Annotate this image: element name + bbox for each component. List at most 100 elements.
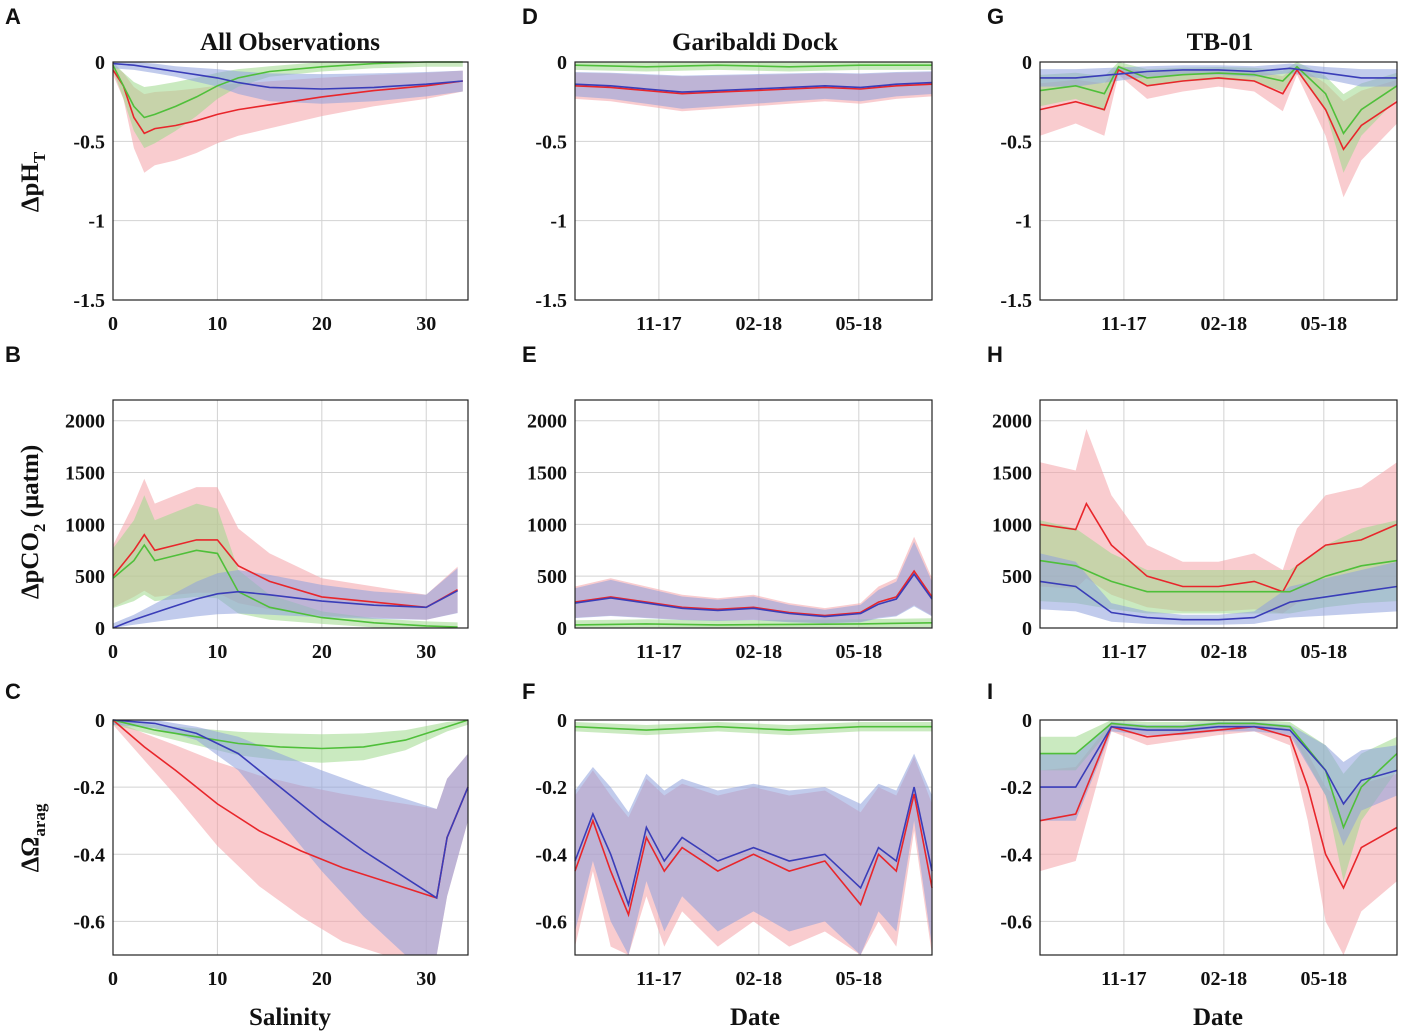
series-blue-b	[112, 589, 458, 629]
band-blue-e	[575, 541, 932, 624]
series-blue-e	[574, 572, 933, 618]
xlabel-salinity: Salinity	[249, 1004, 331, 1031]
band-red-g	[1040, 65, 1397, 198]
series-blue-c	[112, 719, 469, 900]
band-blue-g	[1040, 63, 1397, 87]
series-red-e	[574, 569, 933, 617]
series-blue-f	[574, 786, 933, 908]
series-blue-h	[1039, 580, 1398, 621]
column-title-tb-01: TB-01	[1187, 29, 1254, 56]
ytick-label: 500	[1002, 566, 1032, 588]
ytick-label: -0.4	[535, 844, 567, 866]
xtick-label: 0	[108, 641, 118, 663]
column-title-garibaldi-dock: Garibaldi Dock	[672, 29, 838, 56]
band-red-i	[1040, 722, 1397, 955]
ylabel-delta-pco2-sub: 2	[30, 524, 49, 533]
series-green-f	[574, 725, 932, 731]
panel-letter-a: A	[5, 4, 21, 29]
series-blue-g	[1040, 67, 1397, 79]
xtick-label: 11-17	[636, 313, 682, 335]
ytick-label: -0.4	[73, 844, 105, 866]
ytick-label: 1500	[992, 463, 1032, 485]
xtick-label: 11-17	[1101, 313, 1147, 335]
xtick-label: 20	[312, 641, 332, 663]
ytick-label: 0	[1022, 52, 1032, 74]
ylabel-delta-omega-sub: arag	[30, 803, 49, 837]
ytick-label: 500	[537, 566, 567, 588]
ytick-label: -1.5	[535, 290, 567, 312]
series-green-a	[112, 61, 463, 119]
series-red-g	[1039, 68, 1398, 151]
xtick-label: 05-18	[835, 641, 882, 663]
ylabel-delta-pco2-unit: (μatm)	[17, 445, 44, 524]
ytick-label: -0.6	[535, 911, 567, 933]
xtick-label: 11-17	[1101, 641, 1147, 663]
xtick-label: 02-18	[736, 641, 783, 663]
ylabel-delta-ph: ΔpHT	[17, 151, 49, 212]
xtick-label: 02-18	[736, 968, 783, 990]
band-blue-a	[113, 62, 463, 104]
band-blue-h	[1040, 553, 1397, 625]
panel-g: 0 -0.5 -1 -1.5 11-17 02-18 05-18	[1000, 52, 1398, 335]
panel-c: 0 -0.2 -0.4 -0.6 0 10 20 30	[73, 710, 469, 990]
xtick-label: 0	[108, 968, 118, 990]
axes-frame	[1039, 61, 1398, 301]
series-red-a	[112, 69, 463, 135]
panel-f: 0 -0.2 -0.4 -0.6 11-17 02-18 05-18	[535, 710, 933, 990]
column-title-all-observations: All Observations	[200, 29, 380, 56]
panel-letter-e: E	[522, 342, 537, 367]
ytick-label: -1	[88, 211, 105, 233]
band-blue-b	[113, 568, 458, 628]
panel-letter-c: C	[5, 679, 21, 704]
ytick-label: -1.5	[1000, 290, 1032, 312]
ylabel-delta-ph-main: ΔpH	[17, 163, 44, 213]
series-green-d	[574, 64, 932, 68]
series-green-b	[112, 543, 458, 628]
xtick-label: 30	[416, 313, 436, 335]
panel-h: 0 500 1000 1500 2000 11-17 02-18 05-18	[992, 399, 1398, 663]
ytick-label: -0.2	[1000, 777, 1032, 799]
ytick-label: -0.2	[535, 777, 567, 799]
ytick-label: 2000	[527, 411, 567, 433]
ytick-label: -1	[1015, 211, 1032, 233]
panel-a: 0-0.5-1-1.50 10 20 30	[73, 52, 469, 335]
panel-letter-h: H	[987, 342, 1003, 367]
axes-frame	[112, 61, 469, 301]
series-green-i	[1040, 722, 1398, 830]
ytick-label: 2000	[65, 411, 105, 433]
panel-letter-d: D	[522, 4, 538, 29]
panel-letter-g: G	[987, 4, 1004, 29]
xtick-label: 05-18	[835, 313, 882, 335]
ytick-label: 2000	[992, 411, 1032, 433]
ylabel-delta-pco2-main: ΔpCO	[17, 532, 44, 599]
panel-i: 0 -0.2 -0.4 -0.6 11-17 02-18 05-18	[1000, 710, 1398, 990]
axes-frame	[1039, 719, 1398, 956]
ytick-label: 0	[1022, 710, 1032, 732]
panel-letter-i: I	[987, 679, 993, 704]
panel-e: 0 500 1000 1500 2000 11-17 02-18 05-18	[527, 399, 933, 663]
ylabel-delta-ph-sub: T	[30, 151, 49, 163]
band-green-a	[113, 62, 463, 149]
ytick-label: -0.5	[535, 131, 567, 153]
axes-frame	[1039, 399, 1398, 629]
ytick-label: 0	[95, 52, 105, 74]
panel-d: 0 -0.5 -1 -1.5 11-17 02-18 05-18	[535, 52, 933, 335]
ylabel-delta-omega: ΔΩarag	[17, 803, 49, 872]
ytick-label: 0	[557, 618, 567, 640]
ytick-label: -1.5	[73, 290, 105, 312]
xtick-label: 05-18	[1300, 641, 1347, 663]
ytick-label: 0	[1022, 618, 1032, 640]
ytick-label: -0.6	[1000, 911, 1032, 933]
panel-letter-b: B	[5, 342, 21, 367]
xlabel-date-garibaldi: Date	[730, 1004, 780, 1031]
series-green-h	[1039, 559, 1398, 593]
axes-frame	[112, 399, 469, 629]
ytick-label: 0	[557, 52, 567, 74]
ytick-label: 1000	[527, 514, 567, 536]
ytick-label: -0.5	[73, 131, 105, 153]
ytick-label: -0.4	[1000, 844, 1032, 866]
ytick-label: 1000	[992, 514, 1032, 536]
ytick-label: 0	[95, 618, 105, 640]
axes-frame	[112, 719, 469, 956]
